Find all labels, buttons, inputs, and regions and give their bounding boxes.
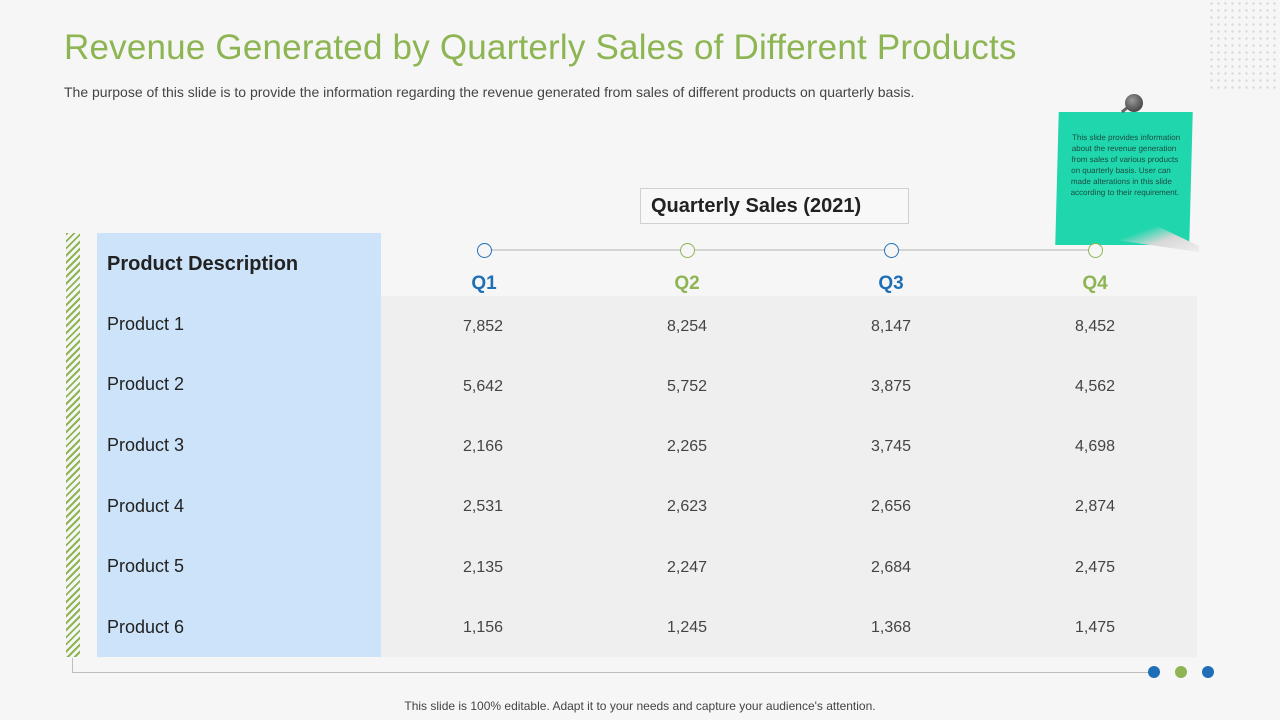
table-cell: 2,656 — [870, 498, 912, 515]
bottom-frame-line — [72, 672, 1152, 673]
table-cell: 5,752 — [666, 378, 708, 395]
pushpin-icon — [1125, 94, 1143, 112]
table-cell: 8,147 — [870, 318, 912, 335]
table-cell: 3,875 — [870, 378, 912, 395]
table-cell: 4,698 — [1074, 438, 1116, 455]
row-label-product-5: Product 5 — [107, 556, 185, 576]
table-cell: 1,368 — [870, 619, 912, 636]
quarter-header-q4: Q4 — [1082, 273, 1108, 294]
table-cell: 2,247 — [666, 559, 708, 576]
quarterly-sales-title: Quarterly Sales (2021) — [640, 188, 909, 224]
table-cell: 8,254 — [666, 318, 708, 335]
table-cell: 2,684 — [870, 559, 912, 576]
product-description-header: Product Description — [107, 253, 299, 275]
quarter-header-q3: Q3 — [878, 273, 904, 294]
sticky-note-text: This slide provides information about th… — [1055, 112, 1193, 245]
timeline-dot-q1 — [477, 243, 492, 258]
table-cell: 8,452 — [1074, 318, 1116, 335]
page-title: Revenue Generated by Quarterly Sales of … — [64, 28, 1017, 67]
bottom-frame-tick — [72, 658, 73, 673]
row-label-product-4: Product 4 — [107, 496, 185, 516]
page-subtitle: The purpose of this slide is to provide … — [64, 84, 915, 100]
table-cell: 1,245 — [666, 619, 708, 636]
decor-dot-green — [1175, 666, 1187, 678]
row-label-product-6: Product 6 — [107, 617, 185, 637]
table-cell: 2,623 — [666, 498, 708, 515]
timeline-dot-q2 — [680, 243, 695, 258]
footer-note: This slide is 100% editable. Adapt it to… — [404, 699, 876, 713]
table-cell: 2,531 — [462, 498, 504, 515]
quarter-timeline — [484, 249, 1096, 251]
table-cell: 2,166 — [462, 438, 504, 455]
product-description-column — [97, 233, 381, 657]
quarter-header-q2: Q2 — [674, 273, 700, 294]
table-cell: 5,642 — [462, 378, 504, 395]
row-label-product-3: Product 3 — [107, 435, 185, 455]
timeline-dot-q4 — [1088, 243, 1103, 258]
table-cell: 2,874 — [1074, 498, 1116, 515]
table-cell: 2,475 — [1074, 559, 1116, 576]
sales-table-body — [381, 296, 1197, 657]
timeline-dot-q3 — [884, 243, 899, 258]
quarter-header-q1: Q1 — [471, 273, 497, 294]
table-cell: 1,475 — [1074, 619, 1116, 636]
row-label-product-1: Product 1 — [107, 314, 185, 334]
table-cell: 4,562 — [1074, 378, 1116, 395]
table-cell: 2,265 — [666, 438, 708, 455]
table-cell: 3,745 — [870, 438, 912, 455]
dot-pattern-decoration — [1208, 0, 1280, 90]
row-label-product-2: Product 2 — [107, 374, 185, 394]
hatched-accent-bar — [66, 233, 80, 657]
table-cell: 7,852 — [462, 318, 504, 335]
table-cell: 1,156 — [462, 619, 504, 636]
table-cell: 2,135 — [462, 559, 504, 576]
decor-dot-blue — [1148, 666, 1160, 678]
sticky-note: This slide provides information about th… — [1055, 94, 1200, 259]
decor-dot-blue — [1202, 666, 1214, 678]
